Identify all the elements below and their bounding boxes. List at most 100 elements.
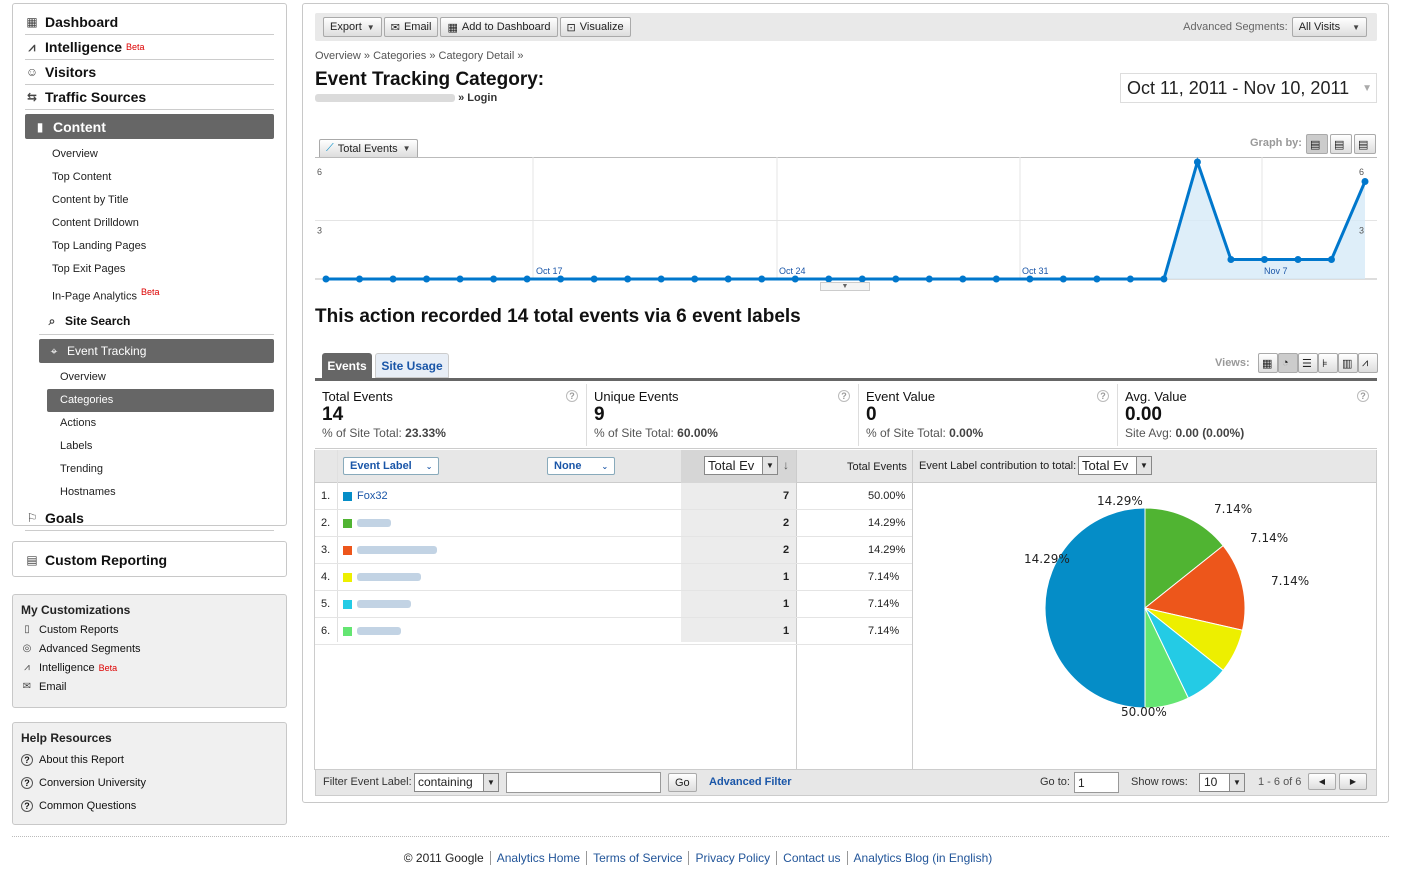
link-custom-reports[interactable]: ▯ Custom Reports bbox=[21, 620, 278, 639]
data-point[interactable] bbox=[1327, 256, 1335, 263]
nav-visitors[interactable]: ☺ Visitors bbox=[25, 60, 274, 85]
table-row[interactable]: 5. 1 7.14% bbox=[315, 591, 912, 618]
segments-dropdown[interactable]: All Visits ▼ bbox=[1291, 17, 1367, 37]
view-bar-button[interactable]: ☰ bbox=[1298, 353, 1318, 373]
data-point[interactable] bbox=[356, 275, 364, 283]
data-point[interactable] bbox=[959, 275, 967, 283]
advanced-filter-link[interactable]: Advanced Filter bbox=[709, 776, 792, 788]
nav-event-hostnames[interactable]: Hostnames bbox=[60, 486, 116, 498]
footer-link-contact[interactable]: Contact us bbox=[776, 851, 847, 865]
email-button[interactable]: ✉ Email bbox=[383, 17, 439, 37]
link-conversion-university[interactable]: ? Conversion University bbox=[21, 771, 278, 794]
data-point[interactable] bbox=[322, 275, 330, 283]
nav-site-search[interactable]: ⌕ Site Search bbox=[39, 308, 274, 335]
graph-metric-selector[interactable]: ⟋ Total Events ▼ bbox=[319, 139, 418, 157]
data-point[interactable] bbox=[557, 275, 565, 283]
next-page-button[interactable]: ▶ bbox=[1339, 773, 1367, 790]
nav-event-labels[interactable]: Labels bbox=[60, 440, 93, 452]
data-point[interactable] bbox=[1160, 275, 1168, 283]
nav-top-content[interactable]: Top Content bbox=[52, 171, 112, 183]
export-button[interactable]: Export ▼ bbox=[323, 17, 382, 37]
nav-custom-reporting[interactable]: ▤ Custom Reporting bbox=[26, 552, 168, 568]
filter-input[interactable] bbox=[506, 772, 661, 793]
data-point[interactable] bbox=[791, 275, 799, 283]
data-point[interactable] bbox=[523, 275, 531, 283]
help-icon[interactable]: ? bbox=[838, 390, 850, 402]
row-label-link[interactable]: Fox32 bbox=[357, 490, 388, 502]
nav-dashboard[interactable]: ▦ Dashboard bbox=[25, 10, 274, 35]
breadcrumb[interactable]: Overview » Categories » Category Detail … bbox=[315, 50, 524, 62]
graph-by-day-button[interactable]: ▤ bbox=[1306, 134, 1328, 154]
pie-slice[interactable] bbox=[1144, 607, 1190, 709]
tab-site-usage[interactable]: Site Usage bbox=[375, 353, 449, 378]
nav-event-actions[interactable]: Actions bbox=[60, 417, 97, 429]
view-sparkline-button[interactable]: ⩘ bbox=[1358, 353, 1378, 373]
link-intelligence[interactable]: ⩘ Intelligence Beta bbox=[21, 658, 278, 677]
data-point[interactable] bbox=[1093, 275, 1101, 283]
nav-top-exit-pages[interactable]: Top Exit Pages bbox=[52, 263, 126, 275]
data-point[interactable] bbox=[992, 275, 1000, 283]
footer-link-terms[interactable]: Terms of Service bbox=[586, 851, 689, 865]
table-row[interactable]: 1. Fox32 7 50.00% bbox=[315, 483, 912, 510]
data-point[interactable] bbox=[1294, 256, 1302, 263]
nav-in-page-analytics[interactable]: In-Page Analytics Beta bbox=[52, 287, 160, 303]
data-point[interactable] bbox=[590, 275, 598, 283]
link-email[interactable]: ✉ Email bbox=[22, 680, 67, 693]
table-row[interactable]: 4. 1 7.14% bbox=[315, 564, 912, 591]
data-point[interactable] bbox=[1126, 275, 1134, 283]
show-rows-select[interactable]: 10 ▼ bbox=[1199, 773, 1245, 792]
filter-go-button[interactable]: Go bbox=[668, 773, 697, 792]
footer-link-analytics-home[interactable]: Analytics Home bbox=[489, 851, 587, 865]
data-point[interactable] bbox=[624, 275, 632, 283]
view-pie-button[interactable]: ◔ bbox=[1278, 353, 1298, 373]
view-pivot-button[interactable]: ▥ bbox=[1338, 353, 1358, 373]
table-row[interactable]: 3. 2 14.29% bbox=[315, 537, 912, 564]
nav-traffic-sources[interactable]: ⇆ Traffic Sources bbox=[25, 85, 274, 110]
nav-event-overview[interactable]: Overview bbox=[60, 371, 106, 383]
data-point[interactable] bbox=[1260, 256, 1268, 263]
dimension-selector[interactable]: Event Label ⌄ bbox=[343, 457, 440, 475]
date-range-picker[interactable]: Oct 11, 2011 - Nov 10, 2011 ▼ bbox=[1120, 73, 1377, 103]
data-point[interactable] bbox=[1059, 275, 1067, 283]
data-point[interactable] bbox=[423, 275, 431, 283]
data-point[interactable] bbox=[1026, 275, 1034, 283]
data-point[interactable] bbox=[691, 275, 699, 283]
help-icon[interactable]: ? bbox=[566, 390, 578, 402]
filter-mode-select[interactable]: containing ▼ bbox=[414, 773, 499, 792]
table-row[interactable]: 2. 2 14.29% bbox=[315, 510, 912, 537]
data-point[interactable] bbox=[1227, 256, 1235, 263]
data-point[interactable] bbox=[758, 275, 766, 283]
nav-content-by-title[interactable]: Content by Title bbox=[52, 194, 129, 206]
data-point[interactable] bbox=[892, 275, 900, 283]
view-compare-button[interactable]: ⊧ bbox=[1318, 353, 1338, 373]
add-to-dashboard-button[interactable]: ▦ Add to Dashboard bbox=[440, 17, 558, 37]
tab-events[interactable]: Events bbox=[322, 353, 372, 378]
contribution-select[interactable]: Total Ev ▼ bbox=[1078, 456, 1152, 475]
pie-slice[interactable] bbox=[1143, 544, 1246, 631]
goto-input[interactable]: 1 bbox=[1074, 772, 1119, 793]
table-row[interactable]: 6. 1 7.14% bbox=[315, 618, 912, 645]
help-icon[interactable]: ? bbox=[1097, 390, 1109, 402]
nav-event-categories[interactable]: Categories bbox=[47, 389, 274, 412]
graph-by-month-button[interactable]: ▤ bbox=[1354, 134, 1376, 154]
nav-goals[interactable]: ⚐ Goals bbox=[25, 506, 274, 531]
data-point[interactable] bbox=[925, 275, 933, 283]
data-point[interactable] bbox=[657, 275, 665, 283]
nav-event-trending[interactable]: Trending bbox=[60, 463, 104, 475]
graph-by-week-button[interactable]: ▤ bbox=[1330, 134, 1352, 154]
data-point[interactable] bbox=[825, 275, 833, 283]
nav-top-landing-pages[interactable]: Top Landing Pages bbox=[52, 240, 147, 252]
secondary-dimension-selector[interactable]: None ⌄ bbox=[547, 457, 616, 475]
data-point[interactable] bbox=[1361, 178, 1369, 185]
nav-content-drilldown[interactable]: Content Drilldown bbox=[52, 217, 139, 229]
data-point[interactable] bbox=[490, 275, 498, 283]
sort-desc-icon[interactable]: ↓ bbox=[783, 458, 789, 472]
help-icon[interactable]: ? bbox=[1357, 390, 1369, 402]
footer-link-blog[interactable]: Analytics Blog (in English) bbox=[846, 851, 999, 865]
data-point[interactable] bbox=[858, 275, 866, 283]
nav-intelligence[interactable]: ⩘ Intelligence Beta bbox=[25, 35, 274, 60]
nav-content-overview[interactable]: Overview bbox=[52, 148, 98, 160]
data-point[interactable] bbox=[724, 275, 732, 283]
data-point[interactable] bbox=[389, 275, 397, 283]
graph-resize-handle[interactable]: ▼ bbox=[820, 282, 870, 291]
